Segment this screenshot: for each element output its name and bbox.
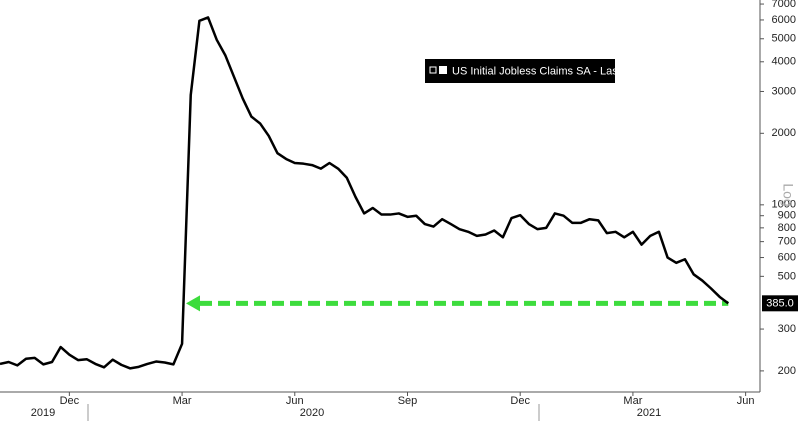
- legend-series-name: US Initial Jobless Claims SA: [452, 65, 591, 77]
- year-label: 2019: [31, 407, 55, 419]
- y-tick-label: 3000: [772, 85, 796, 97]
- last-price-label: 385.0: [766, 298, 794, 310]
- y-tick-label: 2000: [772, 127, 796, 139]
- y-tick-label: 800: [778, 222, 796, 234]
- last-price-box: [762, 295, 798, 312]
- legend-last-price: 385.0: [652, 65, 680, 77]
- x-tick-label: Dec: [510, 395, 530, 407]
- series-line: [0, 16, 730, 370]
- y-tick-label: 300: [778, 323, 796, 335]
- y-tick-label: 600: [778, 251, 796, 263]
- y-tick-label: 4000: [772, 56, 796, 68]
- legend-icon: [429, 66, 437, 74]
- year-label: 2021: [637, 407, 661, 419]
- y-tick-label: 6000: [772, 14, 796, 26]
- legend-swatch: [439, 66, 447, 74]
- y-tick-label: 200: [778, 365, 796, 377]
- x-tick-label: Sep: [398, 395, 418, 407]
- x-tick-label: Mar: [173, 395, 192, 407]
- legend-box: [425, 59, 615, 83]
- y-tick-label: 1000: [772, 199, 796, 211]
- legend: US Initial Jobless Claims SA - Last Pric…: [425, 59, 679, 83]
- y-tick-label: 7000: [772, 0, 796, 10]
- arrow-head: [186, 295, 200, 312]
- y-tick-label: 900: [778, 210, 796, 222]
- x-tick-label: Jun: [286, 395, 304, 407]
- scale-label: Log: [780, 183, 796, 206]
- x-tick-label: Dec: [60, 395, 80, 407]
- y-tick-label: 700: [778, 236, 796, 248]
- x-tick-label: Mar: [623, 395, 642, 407]
- legend-text: US Initial Jobless Claims SA - Last Pric…: [452, 65, 679, 77]
- y-tick-label: 5000: [772, 33, 796, 45]
- year-label: 2020: [300, 407, 324, 419]
- legend-last-price-text: - Last Price: [593, 65, 649, 77]
- x-tick-label: Jun: [737, 395, 755, 407]
- y-tick-label: 500: [778, 270, 796, 282]
